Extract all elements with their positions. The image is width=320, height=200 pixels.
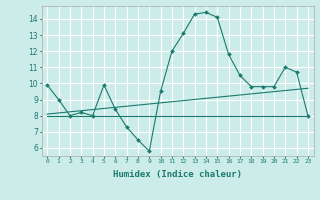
- X-axis label: Humidex (Indice chaleur): Humidex (Indice chaleur): [113, 170, 242, 179]
